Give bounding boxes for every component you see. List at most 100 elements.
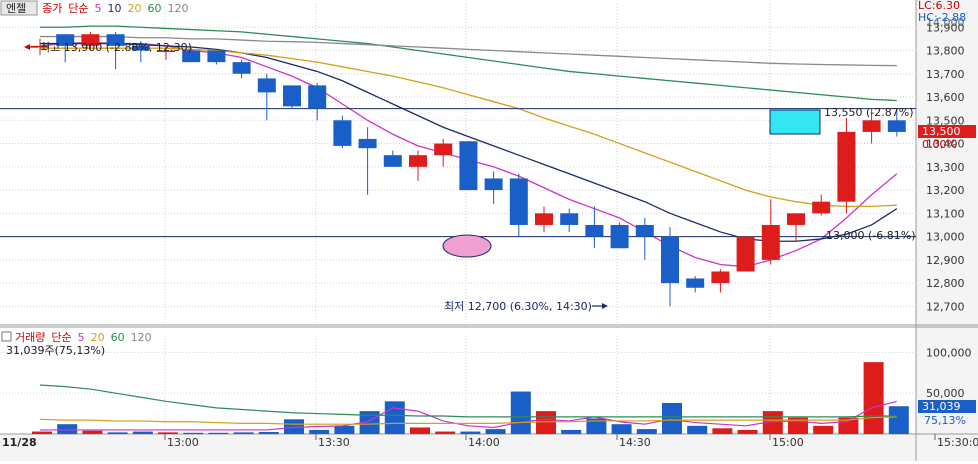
high-annotation: 최고 13,900 (-2.88%, 12:30) [24,41,192,54]
resistance-label: 13,550 (-2.87%) [824,106,913,119]
volume-bar [888,406,909,434]
candle-body [535,213,553,225]
ma-line-120 [40,35,897,67]
candle-body [509,178,528,225]
volume-bar [384,401,405,434]
legend-toggle-box[interactable] [1,331,12,342]
volume-bar [536,411,556,434]
candle-body [106,34,125,46]
volume-axis-ticks: 100,000 50,000 [926,346,972,400]
price-tick-label: 13,500 [926,114,965,127]
price-axis-panel [916,0,978,461]
candle-body [610,224,629,249]
volume-bar [82,430,103,434]
candle-body [862,120,881,132]
legend-item-120[interactable]: 120 [131,331,152,344]
candle-body [283,85,301,107]
mode-label: 엔젤 [6,2,26,15]
legend-item-단순[interactable]: 단순 [68,2,88,15]
volume-bar [183,432,204,434]
volume-bar [510,391,531,434]
volume-bar [813,425,834,434]
legend-item-60[interactable]: 60 [148,2,162,15]
price-tick-label: 13,800 [926,45,965,58]
candle-body [131,45,150,51]
current-volume-badge [918,400,976,413]
legend-item-10[interactable]: 10 [108,2,122,15]
candle-body [484,178,503,191]
candle-body [560,213,579,225]
time-tick-label: 15:30:00 [937,436,978,449]
volume-bar [32,431,52,434]
price-tick-label: 12,800 [926,277,965,290]
legend-item-거래량[interactable]: 거래량 [15,331,45,344]
candle-body [333,120,352,146]
time-axis-ticks: 13:00 13:30 14:00 14:30 15:00 15:30:00 [164,434,978,449]
candle-body [232,62,251,74]
legend-item-120[interactable]: 120 [168,2,189,15]
legend-item-5[interactable]: 5 [78,331,85,344]
price-tick-label: 12,700 [926,300,965,313]
volume-bar [485,429,506,434]
price-tick-label: 13,400 [926,138,965,151]
volume-bar [57,424,78,434]
current-change-label: 0.00% [922,138,957,151]
price-tick-label: 13,100 [926,207,965,220]
volume-legend: 거래량 단순 5 20 60 120 [1,331,152,344]
time-tick-label: 14:00 [468,436,500,449]
mode-button[interactable] [0,0,38,16]
candle-body [635,224,654,237]
candle-body [434,143,453,156]
price-tick-label: 13,600 [926,91,965,104]
high-resistance-box [769,109,821,135]
current-price-badge [918,125,976,138]
candlestick-series [31,31,906,307]
legend-item-종가[interactable]: 종가 [42,2,62,15]
price-tick-label: 13,000 [926,231,965,244]
candle-body [787,213,805,225]
candle-body [182,50,201,63]
volume-bar [334,425,355,434]
legend-item-5[interactable]: 5 [95,2,102,15]
legend-item-단순[interactable]: 단순 [51,331,71,344]
candle-body [585,224,604,237]
volume-bar [561,429,582,434]
volume-bar [460,431,481,434]
volume-bar [410,427,430,434]
time-tick-label: 14:30 [619,436,651,449]
support-ellipse [442,234,492,258]
legend-item-20[interactable]: 20 [128,2,142,15]
volume-ma-line-20 [39,416,897,425]
time-axis-panel [0,434,916,461]
price-tick-label: 13,700 [926,68,965,81]
candle-body [81,34,100,46]
candle-body [157,50,175,53]
legend-item-20[interactable]: 20 [91,331,105,344]
price-legend: 종가 단순 5 10 20 60 120 [42,2,189,15]
candle-body [661,236,679,284]
candle-body [761,224,780,260]
volume-bar [712,428,733,434]
candle-body [686,278,705,288]
price-tick-label: 13,900 [926,21,965,34]
candle-body [257,78,276,93]
low-annotation: 최저 12,700 (6.30%, 14:30) [444,300,608,313]
volume-tick-label: 100,000 [926,346,972,359]
candle-body [837,131,856,202]
candle-body [409,155,427,167]
ma-line-60 [40,25,897,102]
volume-ma-line-5 [40,400,897,431]
candle-body [459,141,478,191]
volume-bar [662,402,682,434]
low-label: 최저 12,700 (6.30%, 14:30) [444,300,592,313]
volume-bar [737,429,758,434]
volume-bar [309,429,330,434]
volume-tick-label: 50,000 [926,387,965,400]
volume-bar [107,432,128,434]
volume-ma-lines [39,384,897,431]
price-tick-label: 13,200 [926,184,965,197]
legend-item-60[interactable]: 60 [111,331,125,344]
volume-bar [208,432,229,434]
